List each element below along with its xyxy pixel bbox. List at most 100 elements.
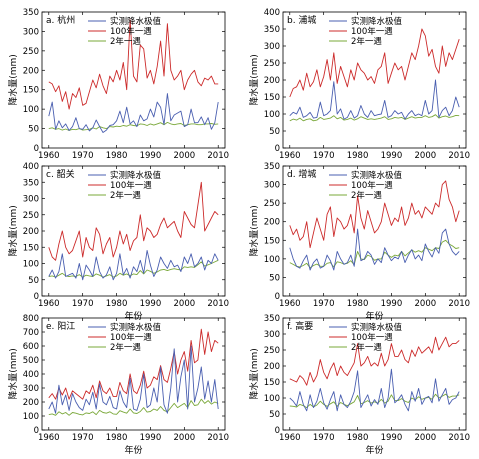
series-line-1: [289, 368, 460, 412]
legend-label-3: 2年一遇: [110, 36, 141, 47]
y-tick-label: 350: [264, 162, 280, 172]
series-line-3: [48, 398, 219, 416]
y-tick-label: 100: [264, 394, 280, 404]
y-tick-label: 400: [23, 370, 39, 380]
series-line-3: [48, 259, 219, 278]
x-tick-label: 1980: [106, 151, 128, 161]
x-tick-label: 2000: [415, 433, 437, 443]
y-tick-label: 800: [23, 314, 39, 324]
chart-panel-5: 0 100 200 300 400 500 600 700 800 1960 1970 1980 199…: [7, 314, 229, 456]
y-tick-label: 300: [23, 27, 39, 37]
series-line-1: [289, 79, 460, 120]
y-axis-label: 降水量(mm): [248, 54, 260, 106]
y-tick-label: 350: [264, 314, 280, 324]
x-tick-label: 1990: [140, 433, 162, 443]
panel-title: a. 杭州: [46, 14, 75, 26]
series-line-1: [289, 228, 460, 271]
y-tick-label: 50: [269, 127, 280, 137]
legend-label-2: 100年一遇: [110, 26, 152, 37]
x-tick-label: 1960: [38, 433, 60, 443]
x-tick-label: 1970: [72, 151, 94, 161]
y-tick-label: 200: [23, 227, 39, 237]
x-tick-label: 1990: [381, 299, 403, 309]
y-tick-label: 0: [275, 426, 280, 436]
legend-label-3: 2年一遇: [110, 190, 141, 201]
y-axis-label: 降水量(mm): [248, 205, 260, 257]
series-line-3: [289, 239, 460, 269]
y-tick-label: 0: [275, 292, 280, 302]
y-tick-label: 250: [23, 47, 39, 57]
y-tick-label: 50: [28, 125, 39, 135]
legend-label-3: 2年一遇: [110, 342, 141, 353]
y-tick-label: 300: [264, 42, 280, 52]
legend-label-3: 2年一遇: [351, 36, 382, 47]
legend-label-1: 实测降水极值: [351, 322, 403, 333]
y-tick-label: 200: [264, 218, 280, 228]
x-tick-label: 1980: [106, 433, 128, 443]
x-tick-label: 1980: [347, 151, 369, 161]
y-axis-label: 降水量(mm): [248, 348, 260, 400]
legend-label-1: 实测降水极值: [110, 170, 162, 181]
y-tick-label: 300: [23, 384, 39, 394]
y-tick-label: 50: [269, 273, 280, 283]
y-tick-label: 0: [34, 292, 39, 302]
chart-panel-2: 0 50 100 150 200 250 300 350 400 1960 1970 1980 1990…: [248, 8, 470, 161]
y-tick-label: 500: [23, 356, 39, 366]
x-tick-label: 2010: [207, 299, 229, 309]
x-tick-label: 2000: [174, 299, 196, 309]
panel-title: d. 增城: [287, 168, 316, 180]
x-tick-label: 2010: [448, 299, 470, 309]
y-tick-label: 200: [264, 362, 280, 372]
series-line-2: [289, 28, 460, 98]
y-tick-label: 100: [23, 412, 39, 422]
y-axis-label: 降水量(mm): [7, 54, 19, 106]
chart-panel-1: 0 50 100 150 200 250 300 350 1960 1970 1980 1990 200…: [7, 8, 229, 161]
x-tick-label: 1960: [38, 299, 60, 309]
series-line-2: [48, 328, 219, 400]
x-tick-label: 1960: [279, 299, 301, 309]
y-tick-label: 150: [23, 243, 39, 253]
x-tick-label: 1990: [140, 151, 162, 161]
x-tick-label: 2000: [174, 151, 196, 161]
x-tick-label: 1970: [313, 299, 335, 309]
y-tick-label: 700: [23, 328, 39, 338]
x-tick-label: 2010: [207, 151, 229, 161]
y-tick-label: 0: [34, 426, 39, 436]
legend-label-3: 2年一遇: [351, 342, 382, 353]
legend-label-1: 实测降水极值: [351, 16, 403, 27]
y-tick-label: 150: [264, 93, 280, 103]
x-tick-label: 1970: [72, 433, 94, 443]
y-tick-label: 300: [23, 195, 39, 205]
x-tick-label: 2010: [207, 433, 229, 443]
legend-label-2: 100年一遇: [351, 26, 393, 37]
series-line-3: [289, 393, 460, 409]
y-tick-label: 200: [23, 66, 39, 76]
chart-panel-4: 0 50 100 150 200 250 300 350 1960 1970 1980 1990 200…: [248, 162, 470, 322]
chart-panel-6: 0 50 100 150 200 250 300 350 1960 1970 1980 1990 200…: [248, 314, 470, 456]
y-tick-label: 150: [23, 86, 39, 96]
series-line-2: [289, 336, 460, 386]
y-tick-label: 400: [23, 162, 39, 172]
y-tick-label: 100: [264, 110, 280, 120]
plot-frame: [41, 11, 226, 149]
y-tick-label: 0: [275, 144, 280, 154]
x-tick-label: 2000: [174, 433, 196, 443]
y-tick-label: 350: [23, 178, 39, 188]
plot-frame: [282, 317, 467, 431]
x-tick-label: 1960: [279, 433, 301, 443]
legend-label-2: 100年一遇: [110, 180, 152, 191]
y-tick-label: 150: [264, 378, 280, 388]
panel-title: e. 阳江: [46, 321, 75, 332]
x-tick-label: 1990: [381, 433, 403, 443]
y-tick-label: 400: [264, 8, 280, 18]
panel-title: f. 高要: [287, 320, 313, 332]
y-tick-label: 50: [28, 276, 39, 286]
y-tick-label: 50: [269, 410, 280, 420]
x-tick-label: 1980: [106, 299, 128, 309]
y-axis-label: 降水量(mm): [7, 205, 19, 257]
y-tick-label: 100: [23, 105, 39, 115]
plot-frame: [282, 165, 467, 297]
series-line-2: [48, 181, 219, 261]
x-axis-label: 年份: [365, 444, 383, 456]
